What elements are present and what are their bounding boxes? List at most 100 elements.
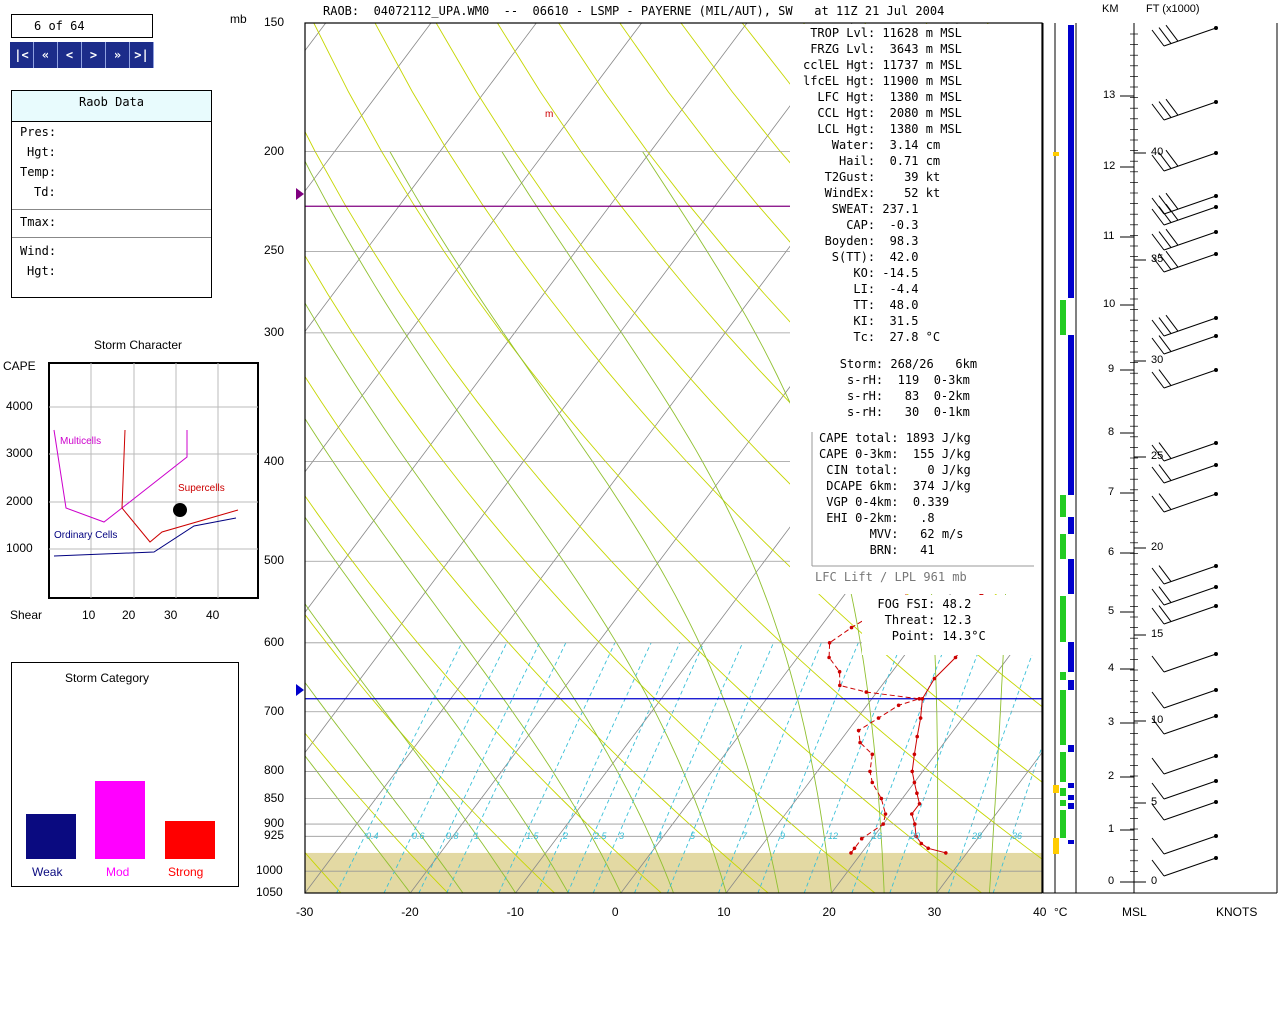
previous-record-button[interactable]: < — [58, 42, 82, 68]
stability-bar — [1068, 745, 1074, 752]
strong-label: Strong — [168, 865, 204, 879]
mixing-ratio-label: 28 — [971, 831, 982, 841]
wind-barb-dot — [1214, 564, 1218, 568]
mixing-ratio-line — [336, 642, 463, 893]
stability-bar — [1068, 642, 1074, 672]
ft-tick-label: 15 — [1151, 628, 1164, 640]
temperature-tick-label: 30 — [927, 905, 942, 919]
stability-bar — [1053, 785, 1059, 793]
mixing-ratio-label: 16 — [872, 831, 882, 841]
wind-barb-dot — [1214, 754, 1218, 758]
shear-tick: 10 — [82, 608, 96, 622]
temperature-point — [926, 846, 930, 851]
pressure-tick-label: 850 — [264, 790, 285, 805]
indices-background — [790, 24, 1042, 594]
fog-background — [862, 595, 1042, 655]
mixing-ratio-label: 0.6 — [412, 831, 425, 841]
mixing-ratio-line — [851, 642, 947, 893]
wind-barb-flag — [1165, 192, 1179, 210]
ft-tick-label: 30 — [1151, 354, 1164, 366]
temperature-point — [953, 655, 958, 660]
wind-barb-flag — [1165, 228, 1179, 246]
temperature-point — [932, 676, 937, 681]
wind-barb-flag — [1165, 149, 1179, 167]
indices-line: LCL Hgt: 1380 m MSL — [817, 122, 962, 136]
wind-barb-dot — [1214, 492, 1218, 496]
el-marker-arrow — [296, 188, 304, 200]
wind-barb-dot — [1214, 100, 1218, 104]
stability-bar — [1053, 838, 1059, 854]
wind-barb-flag — [1158, 335, 1172, 352]
wind-barb-dot — [1214, 316, 1218, 320]
mixing-ratio-line — [383, 642, 508, 893]
mixing-ratio-line — [592, 642, 705, 893]
wind-barb-dot — [1214, 856, 1218, 860]
next-record-button[interactable]: > — [82, 42, 106, 68]
shear-tick: 40 — [206, 608, 220, 622]
dewpoint-point — [881, 822, 885, 826]
mod-label: Mod — [106, 865, 130, 879]
mixing-ratio-label: 0.8 — [446, 831, 459, 841]
capeblk-line: CAPE total: 1893 J/kg — [819, 431, 971, 445]
fast-forward-button[interactable]: » — [106, 42, 130, 68]
mixing-ratio-label: 7 — [742, 831, 748, 841]
first-record-button[interactable]: |< — [10, 42, 34, 68]
isotherm-line — [0, 23, 115, 893]
ft-tick-label: 40 — [1151, 146, 1164, 158]
pressure-tick-label: 400 — [264, 453, 285, 468]
mixing-ratio-label: 1 — [474, 831, 479, 841]
stability-bar — [1060, 690, 1066, 745]
indices-line: TROP Lvl: 11628 m MSL — [810, 26, 962, 40]
stability-bar — [1060, 788, 1066, 796]
wind-barb-staff — [1163, 195, 1217, 215]
indices-line: LI: -4.4 — [853, 282, 919, 296]
temperature-tick-label: 0 — [611, 905, 619, 919]
wind-barb-dot — [1214, 441, 1218, 445]
indices-line: SWEAT: 237.1 — [831, 202, 919, 216]
wind-barb-staff — [1163, 689, 1217, 709]
hgt-label: Hgt: — [27, 145, 56, 159]
wind-barb-dot — [1214, 604, 1218, 608]
wind-barb-staff — [1163, 253, 1217, 273]
ft-tick-label: 10 — [1151, 714, 1164, 726]
mixing-ratio-line — [992, 745, 1042, 893]
pressure-tick-label: 800 — [264, 763, 285, 778]
wind-barb-dot — [1214, 652, 1218, 656]
dewpoint-point — [837, 669, 842, 674]
wind-barb-staff — [1163, 586, 1217, 606]
wind-barb-flag — [1158, 442, 1172, 459]
temperature-tick-label: 40 — [1033, 905, 1047, 919]
dry-adiabat-line — [305, 255, 876, 893]
indices-line: KI: 31.5 — [853, 314, 919, 328]
stormblk-line: s-rH: 83 0-2km — [847, 389, 970, 403]
stability-bar — [1060, 534, 1066, 559]
wind-barb-dot — [1214, 368, 1218, 372]
wind-barb-flag — [1158, 206, 1172, 223]
wind-barb-flag — [1158, 464, 1172, 481]
moist-adiabat-line — [389, 151, 780, 893]
moist-adiabat-line — [305, 681, 464, 893]
raob-data-title: Raob Data — [12, 91, 211, 122]
wind-barb-dot — [1214, 585, 1218, 589]
wind-barb-flag — [1158, 152, 1172, 169]
mixing-ratio-line — [718, 642, 822, 893]
last-record-button[interactable]: >| — [130, 42, 154, 68]
pressure-tick-label: 600 — [264, 634, 285, 649]
stability-bar — [1068, 335, 1074, 495]
dewpoint-point — [870, 780, 875, 785]
wind-barb-flag — [1151, 803, 1165, 821]
wind-barb-flag — [1151, 757, 1165, 775]
dewpoint-point — [876, 716, 881, 720]
indices-line: cclEL Hgt: 11737 m MSL — [803, 58, 962, 72]
pressure-tick-label: 500 — [264, 553, 285, 568]
rewind-button[interactable]: « — [34, 42, 58, 68]
msl-label: MSL — [1122, 905, 1147, 919]
indices-line: S(TT): 42.0 — [831, 250, 919, 264]
wind-barb-staff — [1163, 857, 1217, 877]
stability-bar — [1068, 158, 1074, 298]
storm-character-title: Storm Character — [94, 338, 183, 352]
temperature-point — [915, 791, 919, 795]
wind-barb-staff — [1163, 493, 1217, 513]
wind-barb-dot — [1214, 334, 1218, 338]
